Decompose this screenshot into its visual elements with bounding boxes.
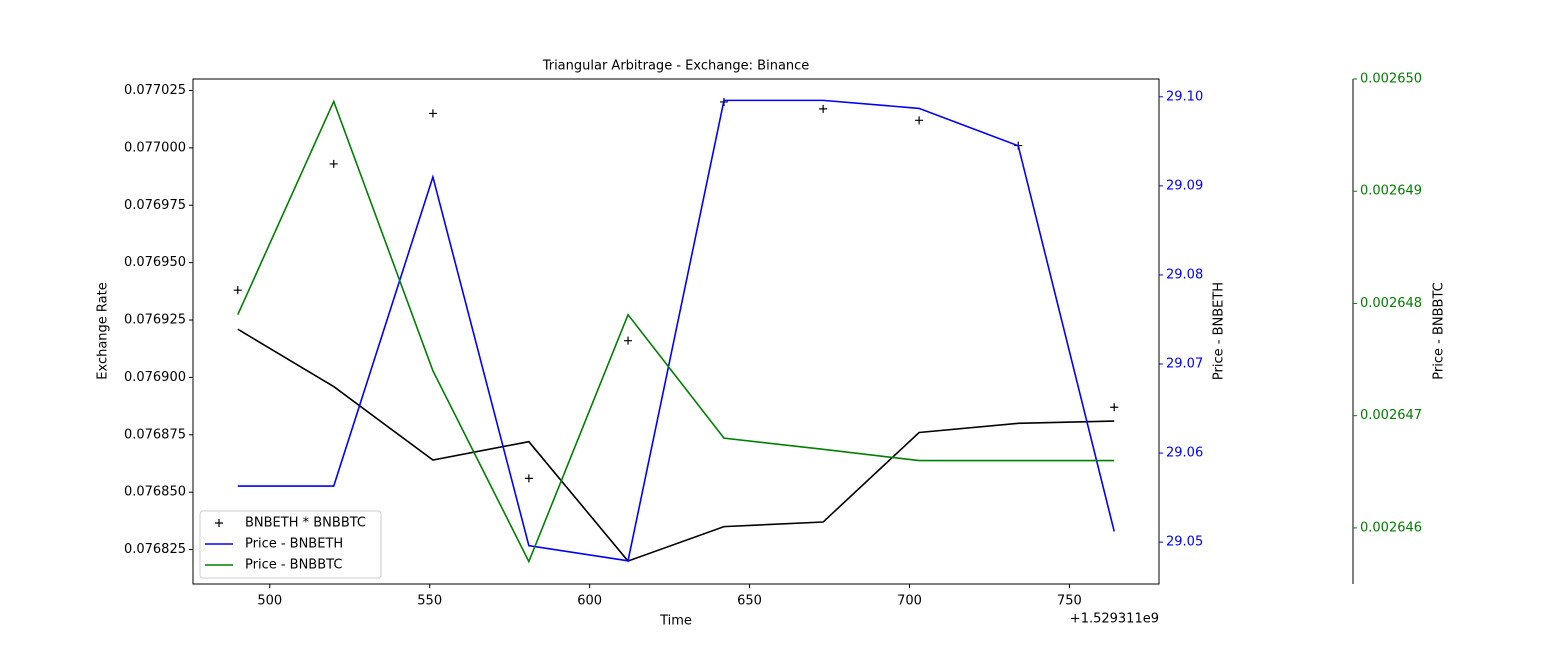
- legend-box: [199, 510, 382, 579]
- legend-label: Price - BNBETH: [245, 537, 343, 552]
- legend-label: BNBETH * BNBBTC: [245, 516, 366, 531]
- y-tick-label: 0.077000: [124, 140, 186, 155]
- y3-tick-label: 0.002650: [1360, 72, 1422, 87]
- y2-axis-label: Price - BNBETH: [1212, 282, 1227, 380]
- x-tick-label: 550: [417, 594, 442, 609]
- y3-axis-label: Price - BNBBTC: [1432, 282, 1447, 379]
- y-tick-label: 0.076950: [124, 255, 186, 270]
- marker: [428, 109, 437, 118]
- marker: [524, 474, 533, 483]
- y3-tick-label: 0.002649: [1360, 184, 1422, 199]
- marker: [233, 286, 242, 295]
- x-tick-label: 700: [897, 594, 922, 609]
- series-line: [237, 99, 1115, 562]
- x-tick-label: 750: [1057, 594, 1082, 609]
- plot-frame: [192, 78, 1160, 585]
- series-line: [237, 328, 1115, 562]
- series-line: [237, 99, 1115, 564]
- y3-tick-label: 0.002648: [1360, 296, 1422, 311]
- x-axis-label: Time: [659, 614, 692, 629]
- y-tick-label: 0.076875: [124, 427, 186, 442]
- y-tick-label: 0.076900: [124, 370, 186, 385]
- y3-tick-label: 0.002647: [1360, 408, 1422, 423]
- y-tick-label: 0.077025: [124, 83, 186, 98]
- chart-title: Triangular Arbitrage - Exchange: Binance: [542, 59, 810, 74]
- x-offset-label: +1.529311e9: [1070, 612, 1159, 627]
- y2-tick-label: 29.08: [1166, 267, 1203, 282]
- marker: [915, 116, 924, 125]
- x-tick-label: 500: [257, 594, 282, 609]
- y2-tick-label: 29.10: [1166, 89, 1203, 104]
- y-tick-label: 0.076850: [124, 485, 186, 500]
- marker: [1110, 403, 1119, 412]
- marker: [329, 159, 338, 168]
- marker: [624, 336, 633, 345]
- y3-tick-label: 0.002646: [1360, 520, 1422, 535]
- y2-tick-label: 29.05: [1166, 535, 1203, 550]
- y2-tick-label: 29.07: [1166, 357, 1203, 372]
- marker: [215, 519, 223, 527]
- y-tick-label: 0.076825: [124, 542, 186, 557]
- y-tick-label: 0.076975: [124, 198, 186, 213]
- legend: BNBETH * BNBBTC Price - BNBETH Price - BNB…: [199, 510, 382, 579]
- marker: [819, 104, 828, 113]
- x-tick-label: 650: [737, 594, 762, 609]
- x-tick-label: 600: [577, 594, 602, 609]
- legend-label: Price - BNBBTC: [245, 558, 342, 573]
- y-axis-label: Exchange Rate: [96, 282, 111, 379]
- y2-tick-label: 29.06: [1166, 446, 1203, 461]
- y-tick-label: 0.076925: [124, 313, 186, 328]
- y2-tick-label: 29.09: [1166, 178, 1203, 193]
